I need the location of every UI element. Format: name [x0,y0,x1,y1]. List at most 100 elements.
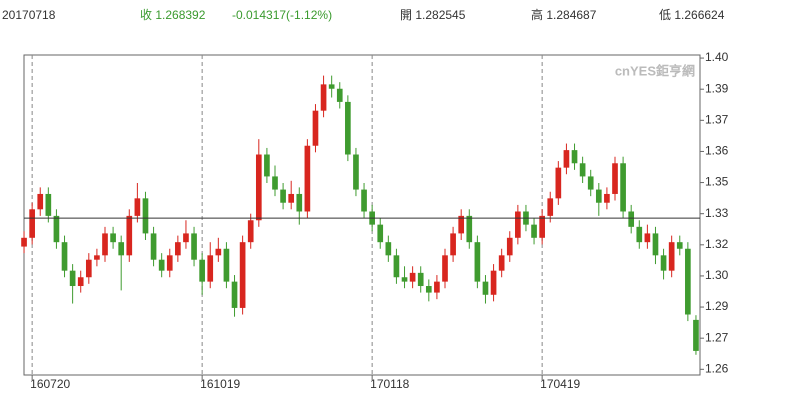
candle-body [531,224,537,238]
candle-body [336,88,343,102]
candle-body [434,281,440,293]
candle-body [53,215,60,243]
candle-body [85,259,92,278]
candle-body [361,189,367,212]
candle-body [175,242,181,256]
candle-body [320,84,327,111]
candle-body [272,176,278,190]
y-tick-label: 1.39 [705,81,729,95]
x-tick-label: 160720 [30,377,70,391]
candle-body [595,189,602,203]
candle-body [385,242,392,256]
candle-body [450,233,456,256]
candle-body [571,150,578,164]
y-tick-label: 1.32 [705,237,729,251]
candle-body [660,255,667,271]
candle-body [345,101,351,155]
candle-body [239,242,246,308]
candle-body [636,226,643,243]
candle-body [579,163,586,177]
candle-body [150,233,157,260]
candle-body [401,277,408,282]
candle-body [506,237,513,256]
close-price: 收 1.268392 [140,8,206,22]
candle-body [102,233,108,256]
candle-body [425,286,432,293]
candle-body [280,189,286,203]
candle-body [223,248,230,282]
candle-body [612,163,618,194]
candle-body [77,277,84,287]
candle-body [555,167,562,199]
candle-body [142,198,149,234]
candle-body [628,211,635,227]
candle-body [417,272,424,287]
x-tick-label: 170118 [370,377,409,391]
candle-body [676,242,683,249]
y-tick-label: 1.29 [705,299,729,313]
candle-body [21,237,27,247]
candle-body [652,233,659,256]
candle-body [409,272,416,282]
y-tick-label: 1.30 [705,268,729,282]
candle-body [29,209,35,238]
candle-body [207,255,214,282]
y-tick-label: 1.35 [705,175,729,189]
candle-body [110,233,116,243]
candle-body [304,145,311,212]
candle-body [37,193,44,210]
candle-body [118,242,125,256]
candle-body [199,259,205,282]
y-tick-label: 1.36 [705,144,729,158]
candle-body [183,233,189,243]
candle-body [61,242,68,271]
candle-body [69,270,76,287]
candle-body [126,215,133,256]
candle-body [515,211,521,238]
y-tick-label: 1.33 [705,206,729,220]
candle-body [247,220,254,243]
candle-body [94,255,100,260]
candle-body [563,150,570,168]
candle-body [255,154,262,221]
y-tick-label: 1.37 [705,112,729,126]
candle-body [215,248,222,256]
candle-body [158,259,165,271]
candle-body [482,281,489,295]
high-price: 高 1.284687 [531,7,597,22]
open-price: 開 1.282545 [400,8,466,22]
candle-body [312,110,319,146]
candle-body [296,193,303,212]
candle-body [353,154,359,190]
date: 20170718 [2,8,56,22]
candle-body [490,270,497,295]
candle-body [288,193,295,203]
y-tick-label: 1.27 [705,330,729,344]
candle-body [328,84,335,89]
candle-body [685,248,691,315]
plot-frame [23,54,701,376]
candle-body [539,215,545,238]
candle-body [458,215,465,234]
candle-body [693,319,699,351]
candle-body [231,281,238,308]
candle-body [45,193,52,216]
candle-body [191,233,197,260]
low-price: 低 1.266624 [659,8,725,22]
y-tick-label: 1.40 [705,50,729,64]
x-tick-label: 170419 [540,377,580,391]
y-tick-label: 1.26 [705,361,729,375]
candle-body [166,255,173,271]
candle-body [668,242,675,271]
x-tick-label: 161019 [200,377,240,391]
candle-body [134,198,141,216]
candle-body [466,215,473,243]
candle-body [264,154,270,177]
candle-body [377,224,384,243]
candle-body [644,233,651,243]
candle-body [620,163,626,212]
watermark: cnYES鉅亨網 [615,63,695,78]
candle-body [587,176,594,190]
